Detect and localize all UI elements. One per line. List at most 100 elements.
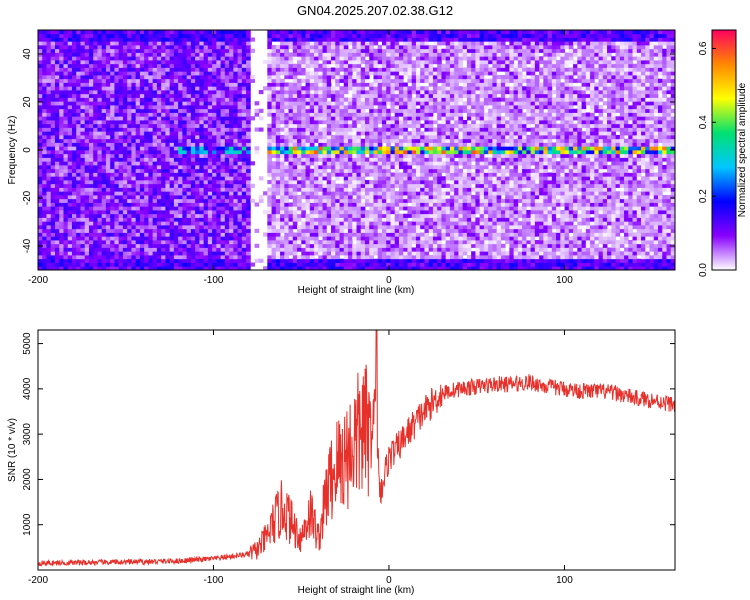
heatmap-cell [343,108,349,113]
heatmap-cell [169,262,175,267]
heatmap-cell [309,142,315,147]
heatmap-cell [314,127,319,132]
heatmap-cell [352,146,357,151]
heatmap-cell [207,191,213,196]
heatmap-cell [101,153,107,158]
heatmap-cell [284,210,289,215]
heatmap-cell [246,243,251,248]
heatmap-cell [105,37,111,42]
heatmap-cell [360,202,366,207]
heatmap-cell [54,225,60,230]
heatmap-cell [237,135,243,140]
heatmap-cell [195,86,200,91]
heatmap-cell [335,67,340,72]
heatmap-cell [173,150,179,155]
heatmap-cell [148,183,154,188]
heatmap-cell [305,108,311,113]
heatmap-cell [331,232,336,237]
heatmap-cell [220,180,226,185]
heatmap-cell [178,210,183,215]
heatmap-cell [267,180,272,185]
heatmap-cell [152,45,158,50]
heatmap-cell [97,71,103,76]
heatmap-cell [348,146,353,151]
heatmap-cell [105,172,111,177]
heatmap-cell [331,157,336,162]
heatmap-cell [203,153,209,158]
heatmap-cell [271,108,277,113]
heatmap-cell [88,123,94,128]
heatmap-cell [386,120,391,125]
heatmap-cell [50,48,56,53]
heatmap-cell [339,123,345,128]
heatmap-cell [373,93,379,98]
heatmap-cell [114,258,120,263]
heatmap-cell [114,247,120,252]
heatmap-cell [84,71,90,76]
heatmap-cell [63,112,69,117]
heatmap-cell [152,213,158,218]
heatmap-cell [76,217,81,222]
heatmap-cell [93,131,98,136]
heatmap-cell [301,116,306,121]
heatmap-cell [178,37,183,42]
heatmap-cell [80,60,86,65]
heatmap-cell [339,217,345,222]
heatmap-cell [267,232,272,237]
heatmap-cell [246,187,251,192]
heatmap-cell [110,30,115,35]
heatmap-cell [381,258,387,263]
heatmap-cell [80,101,86,106]
heatmap-cell [114,202,120,207]
heatmap-cell [335,120,340,125]
heatmap-cell [135,97,141,102]
heatmap-cell [322,206,328,211]
heatmap-cell [63,161,69,166]
heatmap-cell [105,90,111,95]
heatmap-cell [139,108,145,113]
heatmap-cell [207,86,213,91]
heatmap-cell [59,153,64,158]
heatmap-cell [352,48,357,53]
heatmap-cell [305,97,311,102]
heatmap-cell [373,71,379,76]
heatmap-cell [241,138,247,143]
heatmap-cell [186,217,192,222]
heatmap-cell [267,210,272,215]
heatmap-cell [305,187,311,192]
heatmap-cell [76,135,81,140]
heatmap-cell [318,63,323,68]
heatmap-cell [356,225,362,230]
heatmap-cell [97,41,103,46]
heatmap-cell [161,86,166,91]
heatmap-cell [301,63,306,68]
heatmap-cell [173,37,179,42]
heatmap-cell [318,266,323,271]
heatmap-cell [233,180,238,185]
heatmap-cell [369,150,374,155]
heatmap-cell [135,217,141,222]
heatmap-cell [309,202,315,207]
heatmap-cell [190,112,196,117]
heatmap-cell [229,195,234,200]
heatmap-cell [139,195,145,200]
heatmap-cell [50,240,56,245]
heatmap-cell [169,116,175,121]
heatmap-cell [114,172,120,177]
heatmap-cell [254,112,260,117]
heatmap-cell [318,56,323,61]
heatmap-cell [237,138,243,143]
heatmap-cell [280,135,285,140]
heatmap-cell [186,255,192,260]
heatmap-cell [373,146,379,151]
heatmap-cell [364,262,370,267]
heatmap-cell [352,191,357,196]
heatmap-cell [237,187,243,192]
heatmap-cell [135,153,141,158]
heatmap-cell [224,82,230,87]
heatmap-cell [297,105,302,110]
heatmap-cell [343,131,349,136]
heatmap-cell [280,168,285,173]
heatmap-cell [199,236,205,241]
heatmap-cell [275,71,281,76]
